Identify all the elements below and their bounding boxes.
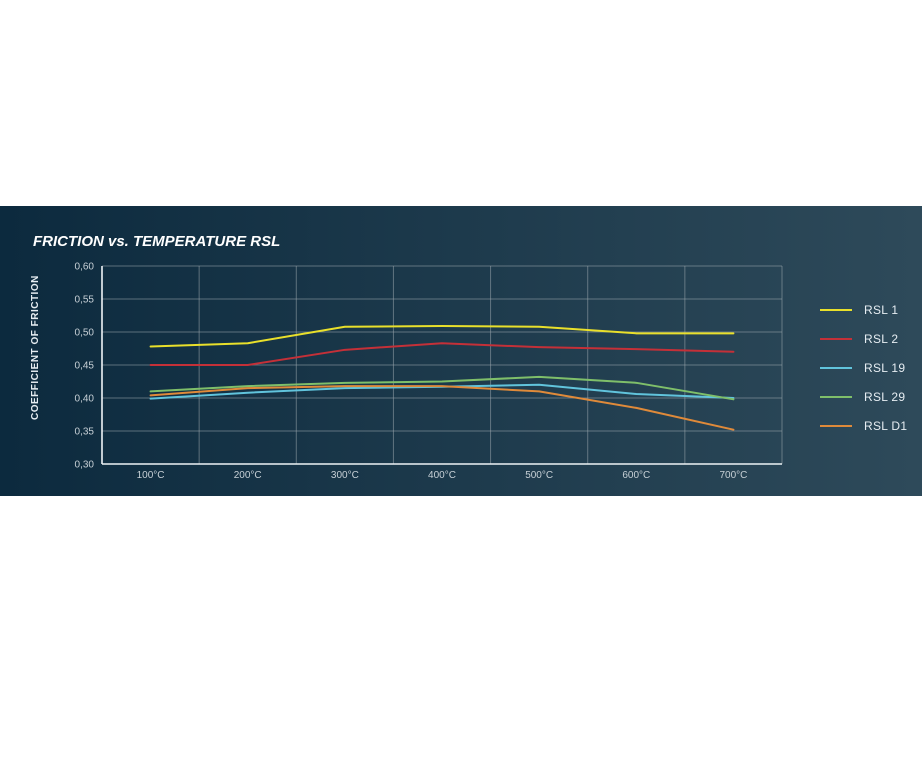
x-tick-label: 200°C [234, 470, 262, 481]
y-tick-label: 0,45 [75, 361, 95, 372]
line-chart: 0,30 0,35 0,40 0,45 0,50 0,55 0,60 100°C 200°C 30… [30, 256, 790, 482]
legend-label: RSL 19 [864, 361, 905, 375]
y-tick-label: 0,55 [75, 295, 95, 306]
legend-swatch [820, 396, 852, 398]
legend-item: RSL 29 [820, 390, 907, 404]
series-line [151, 343, 734, 365]
y-tick-label: 0,40 [75, 394, 95, 405]
legend-item: RSL 1 [820, 303, 907, 317]
y-tick-label: 0,60 [75, 262, 95, 273]
x-tick-label: 300°C [331, 470, 359, 481]
x-tick-label: 600°C [622, 470, 650, 481]
legend-label: RSL 29 [864, 390, 905, 404]
legend-swatch [820, 425, 852, 427]
legend-label: RSL 1 [864, 303, 898, 317]
legend-item: RSL D1 [820, 419, 907, 433]
x-tick-label: 700°C [719, 470, 747, 481]
chart-title: FRICTION vs. TEMPERATURE RSL [33, 233, 280, 250]
y-tick-label: 0,50 [75, 328, 95, 339]
y-tick-label: 0,30 [75, 460, 95, 471]
legend-swatch [820, 367, 852, 369]
legend-swatch [820, 309, 852, 311]
chart-panel: FRICTION vs. TEMPERATURE RSL 0,30 0,35 0,4… [0, 206, 922, 496]
y-tick-label: 0,35 [75, 427, 95, 438]
legend-label: RSL 2 [864, 332, 898, 346]
x-tick-label: 500°C [525, 470, 553, 481]
x-tick-label: 100°C [137, 470, 165, 481]
legend-swatch [820, 338, 852, 340]
y-axis-label: COEFFICIENT OF FRICTION [30, 276, 41, 421]
legend-item: RSL 2 [820, 332, 907, 346]
legend-item: RSL 19 [820, 361, 907, 375]
legend: RSL 1 RSL 2 RSL 19 RSL 29 RSL D1 [820, 303, 907, 448]
legend-label: RSL D1 [864, 419, 907, 433]
x-tick-label: 400°C [428, 470, 456, 481]
